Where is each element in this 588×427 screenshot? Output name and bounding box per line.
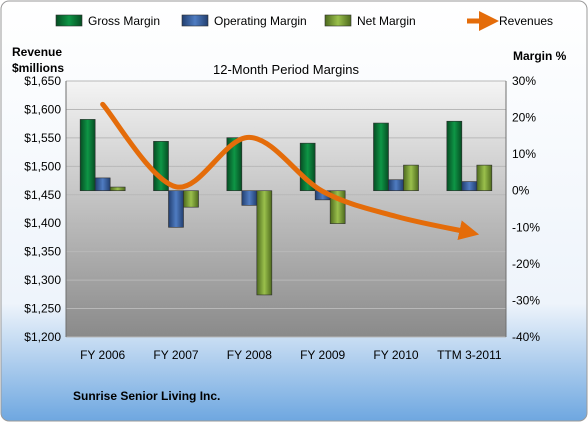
left-axis-ticks: $1,200 $1,250 $1,300 $1,350 $1,400 $1,450 $1,5… xyxy=(24,74,61,344)
net-margin-bar xyxy=(109,186,126,192)
operating-margin-bar xyxy=(168,190,184,228)
company-name: Sunrise Senior Living Inc. xyxy=(73,389,220,403)
right-tick-label: -30% xyxy=(512,293,540,307)
left-tick-label: $1,300 xyxy=(24,273,61,287)
right-tick-label: -10% xyxy=(512,220,540,234)
bars xyxy=(79,119,493,296)
legend-label: Revenues xyxy=(499,14,553,28)
left-tick-label: $1,600 xyxy=(24,102,61,116)
left-axis-label-line2: $millions xyxy=(12,61,64,75)
left-tick-label: $1,250 xyxy=(24,302,61,316)
x-tick-label: FY 2010 xyxy=(373,348,418,362)
net-margin-bar xyxy=(476,164,493,192)
legend-label: Net Margin xyxy=(357,14,416,28)
right-axis-ticks: 30% 20% 10% 0% -10% -20% -30% -40% xyxy=(512,74,540,344)
x-axis-labels: FY 2006 FY 2007 FY 2008 FY 2009 FY 2010 TTM 3… xyxy=(80,348,502,362)
gross-margin-bar xyxy=(446,120,463,192)
revenue-line-group xyxy=(100,101,480,240)
gross-margin-bar xyxy=(226,137,243,192)
net-margin-bar xyxy=(403,164,419,192)
revenue-line xyxy=(100,101,480,240)
gross-margin-bar xyxy=(373,122,389,192)
legend-label: Operating Margin xyxy=(214,14,307,28)
left-tick-label: $1,450 xyxy=(24,188,61,202)
net-margin-bar xyxy=(183,190,199,208)
legend-swatch xyxy=(55,14,83,27)
legend: Gross Margin Operating Margin Net Margin Re… xyxy=(55,11,553,31)
operating-margin-bar xyxy=(388,179,404,192)
x-tick-label: FY 2008 xyxy=(227,348,272,362)
left-tick-label: $1,500 xyxy=(24,159,61,173)
right-tick-label: -20% xyxy=(512,257,540,271)
legend-swatch xyxy=(181,14,209,27)
x-tick-label: FY 2007 xyxy=(153,348,198,362)
plot-area xyxy=(66,81,506,337)
right-tick-label: 30% xyxy=(512,74,536,88)
right-tick-label: 0% xyxy=(512,184,530,198)
gridlines xyxy=(65,80,507,338)
left-tick-label: $1,550 xyxy=(24,131,61,145)
right-axis-label: Margin % xyxy=(513,49,567,63)
left-tick-label: $1,200 xyxy=(24,330,61,344)
x-tick-label: FY 2009 xyxy=(300,348,345,362)
operating-margin-bar xyxy=(94,177,111,192)
left-tick-label: $1,400 xyxy=(24,216,61,230)
operating-margin-bar xyxy=(241,190,258,206)
left-axis-label-line1: Revenue xyxy=(12,45,62,59)
left-tick-label: $1,650 xyxy=(24,74,61,88)
chart-title: 12-Month Period Margins xyxy=(213,62,359,77)
right-tick-label: 10% xyxy=(512,147,536,161)
legend-swatch xyxy=(324,14,352,27)
x-tick-label: FY 2006 xyxy=(80,348,125,362)
gross-margin-bar xyxy=(79,119,96,192)
net-margin-bar xyxy=(256,190,273,296)
operating-margin-bar xyxy=(461,181,478,192)
left-tick-label: $1,350 xyxy=(24,245,61,259)
right-tick-label: 20% xyxy=(512,111,536,125)
x-tick-label: TTM 3-2011 xyxy=(437,348,502,362)
legend-label: Gross Margin xyxy=(88,14,160,28)
right-tick-label: -40% xyxy=(512,330,540,344)
